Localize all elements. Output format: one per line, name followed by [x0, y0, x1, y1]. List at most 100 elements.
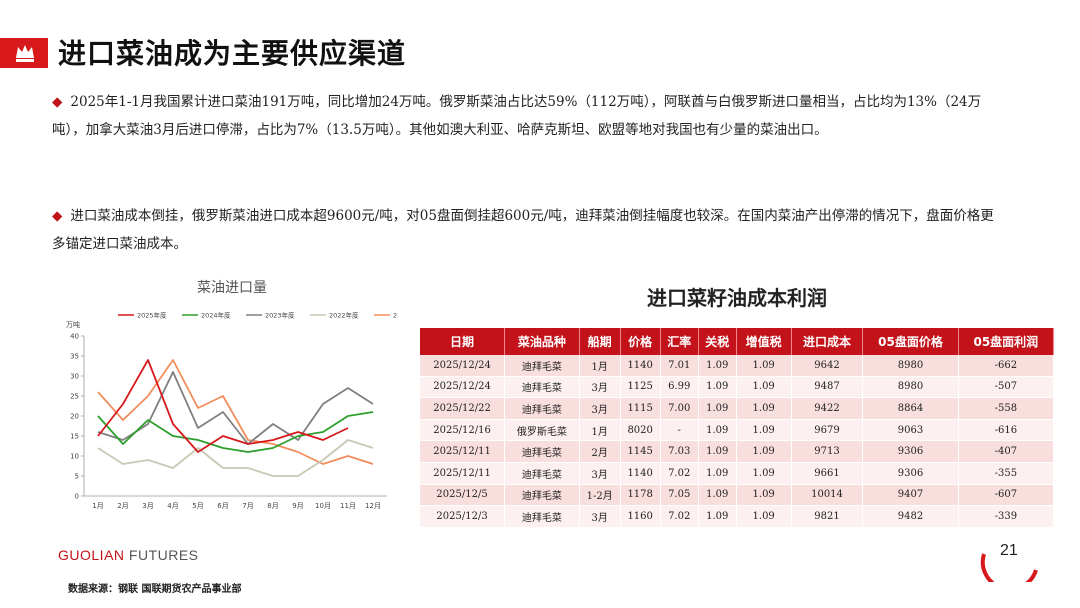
table-header-cell: 菜油品种	[504, 328, 580, 355]
table-header-cell: 05盘面价格	[862, 328, 959, 355]
y-tick-label: 10	[70, 453, 79, 461]
table-header-cell: 船期	[579, 328, 621, 355]
table-cell: 2025/12/11	[420, 440, 506, 463]
diamond-bullet-icon: ◆	[52, 208, 63, 224]
table-cell: 1178	[620, 484, 661, 507]
table-cell: 3月	[579, 397, 621, 420]
series-line	[97, 371, 374, 445]
table-cell: 1.09	[736, 355, 792, 377]
table-cell: -558	[958, 397, 1055, 420]
import-volume-chart: 菜油进口量 2025年度 2024年度 2023年度 2022年度 2021年度万吨 0 5 1…	[52, 272, 423, 517]
bullet-text: 进口菜油成本倒挂，俄罗斯菜油进口成本超9600元/吨，对05盘面倒挂超600元/…	[52, 208, 994, 252]
table-cell: 9063	[862, 419, 959, 442]
table-cell: 9661	[791, 462, 864, 485]
table-cell: -616	[958, 419, 1055, 442]
table-cell: 7.01	[660, 355, 699, 377]
x-tick-label: 10月	[315, 502, 331, 510]
x-tick-label: 2月	[117, 502, 128, 510]
page-title: 进口菜油成为主要供应渠道	[58, 37, 407, 70]
table-cell: 3月	[579, 505, 621, 528]
table-row: 2025/12/16 俄罗斯毛菜 1月 8020-1.09 1.09 9679 9063 -6…	[420, 419, 1055, 442]
table-cell: 2025/12/3	[420, 505, 506, 528]
table-cell: 1.09	[736, 440, 792, 463]
table-cell: 9713	[791, 440, 864, 463]
table-cell: 1.09	[698, 397, 737, 420]
table-cell: 6.99	[660, 376, 699, 399]
y-tick-label: 35	[70, 353, 79, 361]
brand-grey: FUTURES	[128, 547, 199, 563]
y-tick-label: 5	[75, 473, 79, 481]
table-cell: 2025/12/22	[420, 397, 506, 420]
table-cell: 1145	[620, 440, 661, 463]
table-row: 2025/12/11 迪拜毛菜 3月 1140 7.02 1.09 1.09 9661 9306…	[420, 462, 1055, 485]
table-cell: -507	[958, 376, 1055, 399]
table-header-cell: 日期	[420, 328, 506, 355]
table-cell: 1.09	[736, 376, 792, 399]
table-cell: 8980	[862, 355, 959, 377]
table-cell: 1.09	[736, 419, 792, 442]
table-cell: 9422	[791, 397, 864, 420]
table-cell: -355	[958, 462, 1055, 485]
table-cell: 3月	[579, 376, 621, 399]
table-header-cell: 汇率	[660, 328, 699, 355]
x-tick-label: 3月	[142, 502, 153, 510]
table-row: 2025/12/11 迪拜毛菜 2月 1145 7.03 1.09 1.09 9713 9306…	[420, 440, 1055, 463]
table-header-row: 日期 菜油品种 船期 价格 汇率 关税 增值税 进口成本 05盘面价格 05盘面利润	[420, 328, 1055, 355]
table-cell: 9407	[862, 484, 959, 507]
table-cell: 1月	[579, 419, 621, 442]
x-tick-label: 8月	[267, 502, 278, 510]
bullet-import-volume: ◆ 2025年1-1月我国累计进口菜油191万吨，同比增加24万吨。俄罗斯菜油占比…	[52, 88, 1002, 144]
table-cell: 2025/12/5	[420, 484, 506, 507]
diamond-bullet-icon: ◆	[52, 94, 63, 110]
table-cell: 1.09	[698, 484, 737, 507]
table-cell: 1.09	[698, 419, 737, 442]
table-cell: 1.09	[736, 462, 792, 485]
brand-logo-text: GUOLIAN FUTURES	[58, 547, 199, 563]
table-cell: 迪拜毛菜	[504, 397, 580, 420]
table-cell: 1115	[620, 397, 661, 420]
table-cell: 2025/12/24	[420, 355, 506, 377]
table-cell: 8864	[862, 397, 959, 420]
table-body: 2025/12/24 迪拜毛菜 1月 1140 7.01 1.09 1.09 9642 8980…	[420, 355, 1055, 528]
data-source: 数据来源：钢联 国联期货农产品事业部	[68, 584, 242, 595]
table-row: 2025/12/24 迪拜毛菜 1月 1140 7.01 1.09 1.09 9642 8980…	[420, 355, 1055, 377]
x-tick-label: 5月	[192, 502, 203, 510]
legend-label: 2025年度	[137, 311, 167, 320]
table-cell: 迪拜毛菜	[504, 440, 580, 463]
y-tick-label: 0	[75, 493, 79, 501]
table-cell: 1140	[620, 355, 661, 377]
page-arc-decoration	[980, 553, 1038, 582]
x-tick-label: 6月	[217, 502, 228, 510]
table-cell: 9821	[791, 505, 864, 528]
table-cell: 7.05	[660, 484, 699, 507]
table-cell: -339	[958, 505, 1055, 528]
table-title: 进口菜籽油成本利润	[647, 286, 827, 310]
table-header-cell: 价格	[620, 328, 661, 355]
y-tick-label: 40	[70, 333, 79, 341]
bullet-cost-inversion: ◆ 进口菜油成本倒挂，俄罗斯菜油进口成本超9600元/吨，对05盘面倒挂超600元…	[52, 202, 1002, 258]
table-cell: 8020	[620, 419, 661, 442]
table-cell: 2025/12/16	[420, 419, 506, 442]
table-cell: 1-2月	[579, 484, 621, 507]
table-cell: 1.09	[736, 505, 792, 528]
table-cell: 9642	[791, 355, 864, 377]
table-cell: 9487	[791, 376, 864, 399]
x-tick-label: 7月	[242, 502, 253, 510]
legend-label: 2022年度	[329, 311, 359, 320]
table-cell: 10014	[791, 484, 864, 507]
table-cell: 俄罗斯毛菜	[504, 419, 580, 442]
table-cell: 迪拜毛菜	[504, 505, 580, 528]
table-cell: 7.02	[660, 505, 699, 528]
table-row: 2025/12/3 迪拜毛菜 3月 1160 7.02 1.09 1.09 9821 9482-…	[420, 505, 1055, 528]
x-tick-label: 1月	[92, 502, 103, 510]
table-row: 2025/12/5 迪拜毛菜 1-2月 1178 7.05 1.09 1.09 10014 94…	[420, 484, 1055, 507]
cost-profit-table: 日期 菜油品种 船期 价格 汇率 关税 增值税 进口成本 05盘面价格 05盘面利润 2025/1…	[420, 328, 1055, 528]
x-tick-label: 11月	[340, 502, 356, 510]
table-cell: 迪拜毛菜	[504, 376, 580, 399]
y-tick-label: 15	[70, 433, 79, 441]
y-tick-label: 30	[70, 373, 79, 381]
series-line	[97, 411, 374, 453]
table-cell: 9306	[862, 462, 959, 485]
table-cell: 9306	[862, 440, 959, 463]
brand-red: GUOLIAN	[58, 547, 125, 563]
